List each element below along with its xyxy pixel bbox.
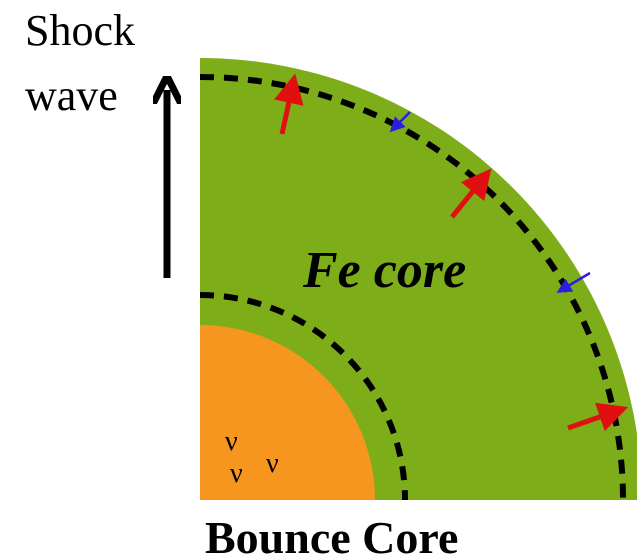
bounce-core-label: Bounce Core [205, 512, 458, 559]
neutrino-label: ν [225, 426, 238, 457]
shock-label: Shock [25, 6, 135, 55]
neutrino-label: ν [266, 448, 279, 479]
fe-core-label: Fe core [302, 242, 466, 299]
wave-label: wave [25, 71, 118, 120]
neutrino-label: ν [230, 458, 243, 489]
diagram: Shock wave Fe core ν ν ν Bounce Core [0, 0, 637, 559]
